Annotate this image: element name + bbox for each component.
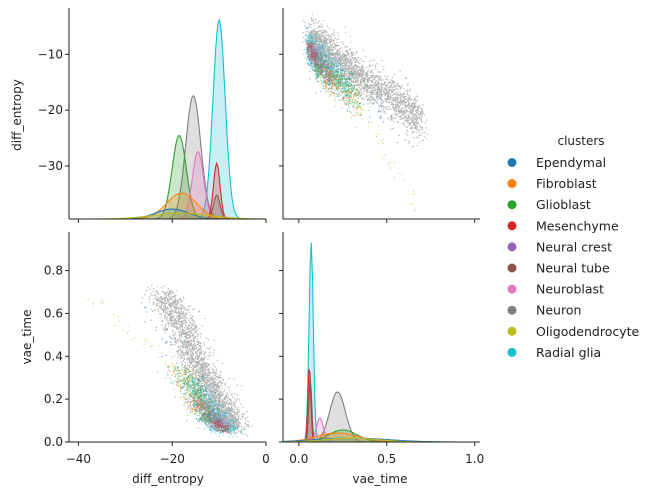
kde-time-fill-neuroblast [283, 418, 480, 442]
x-diff-entropy-tick-label: −20 [160, 452, 185, 466]
x-vae-time-tick-label: 0.0 [289, 452, 308, 466]
y-vae-time-tick-label: 0.6 [44, 306, 63, 320]
y-diff-entropy-tick-label: −10 [38, 47, 63, 61]
scatter-series-neural-crest-top [309, 49, 333, 97]
legend-marker-fibroblast [507, 179, 517, 189]
legend-marker-mesenchyme [507, 221, 517, 231]
kde-time-fill-fibroblast [283, 433, 480, 442]
legend: clusters Ependymal Fibroblast Glioblast Mes… [507, 134, 640, 360]
legend-marker-oligodendrocyte [507, 326, 517, 336]
panel-scatter-time-vs-entropy [87, 284, 254, 438]
scatter-series-oligodendrocyte-bottom [87, 299, 193, 382]
panel-kde-vae-time [282, 242, 480, 443]
x-vae-time-tick-label: 0.5 [377, 452, 396, 466]
legend-title: clusters [557, 134, 604, 148]
legend-label-mesenchyme: Mesenchyme [536, 218, 619, 233]
kde-entropy-fill-neural-tube [69, 195, 266, 219]
y-diff-entropy-tick-label: −20 [38, 103, 63, 117]
scatter-series-neural-crest-bottom [183, 401, 224, 430]
legend-label-oligodendrocyte: Oligodendrocyte [536, 324, 640, 339]
legend-marker-ependymal [507, 158, 517, 167]
x-diff-entropy-tick-label: −40 [66, 452, 91, 466]
legend-label-neural-crest: Neural crest [536, 239, 612, 254]
y-axis-label-top: diff_entropy [10, 79, 24, 151]
legend-marker-radial-glia [507, 347, 517, 357]
y-diff-entropy-tick-label: −30 [38, 159, 63, 173]
legend-label-fibroblast: Fibroblast [536, 176, 597, 191]
y-vae-time-tick-label: 0.0 [44, 435, 63, 449]
legend-label-neuroblast: Neuroblast [536, 282, 604, 297]
x-vae-time-tick-label: 1.0 [465, 452, 484, 466]
y-axis-label-bottom: vae_time [20, 310, 34, 365]
y-vae-time-tick-label: 0.8 [44, 264, 63, 278]
scatter-series-ependymal-bottom [140, 302, 244, 427]
scatter-series-neuron-bottom [141, 284, 254, 438]
axis-spines [68, 8, 480, 443]
kde-entropy-fill-fibroblast [69, 193, 266, 219]
scatter-series-fibroblast-top [318, 63, 364, 128]
axis-ticks: −40 −20 0 0.0 0.5 1.0 −10 −20 −30 0.0 0.2 0.4 0.6 0.8 [38, 47, 485, 466]
x-axis-label-left: diff_entropy [132, 472, 204, 486]
legend-marker-neural-crest [507, 242, 517, 252]
legend-label-neuron: Neuron [536, 303, 581, 318]
kde-entropy-fill-oligodendrocyte [69, 213, 266, 219]
panel-kde-diff-entropy [69, 18, 266, 220]
legend-label-radial-glia: Radial glia [536, 345, 601, 360]
y-vae-time-tick-label: 0.2 [44, 392, 63, 406]
legend-marker-glioblast [507, 200, 517, 210]
kde-time-fill-neuron [283, 392, 480, 442]
panel-scatter-entropy-vs-time [302, 13, 428, 211]
legend-marker-neuron [507, 305, 517, 315]
legend-marker-neuroblast [507, 284, 517, 294]
scatter-series-oligodendrocyte-top [348, 85, 417, 211]
legend-marker-neural-tube [507, 263, 517, 273]
legend-label-neural-tube: Neural tube [536, 261, 610, 276]
kde-entropy-line-radial-glia [69, 18, 266, 220]
kde-entropy-fill-radial-glia [69, 20, 266, 219]
x-diff-entropy-tick-label: 0 [262, 452, 270, 466]
y-vae-time-tick-label: 0.4 [44, 349, 63, 363]
kde-entropy-fill-mesenchyme [69, 163, 266, 219]
legend-label-glioblast: Glioblast [536, 197, 591, 212]
x-axis-label-right: vae_time [353, 472, 408, 486]
legend-label-ependymal: Ependymal [536, 155, 606, 170]
